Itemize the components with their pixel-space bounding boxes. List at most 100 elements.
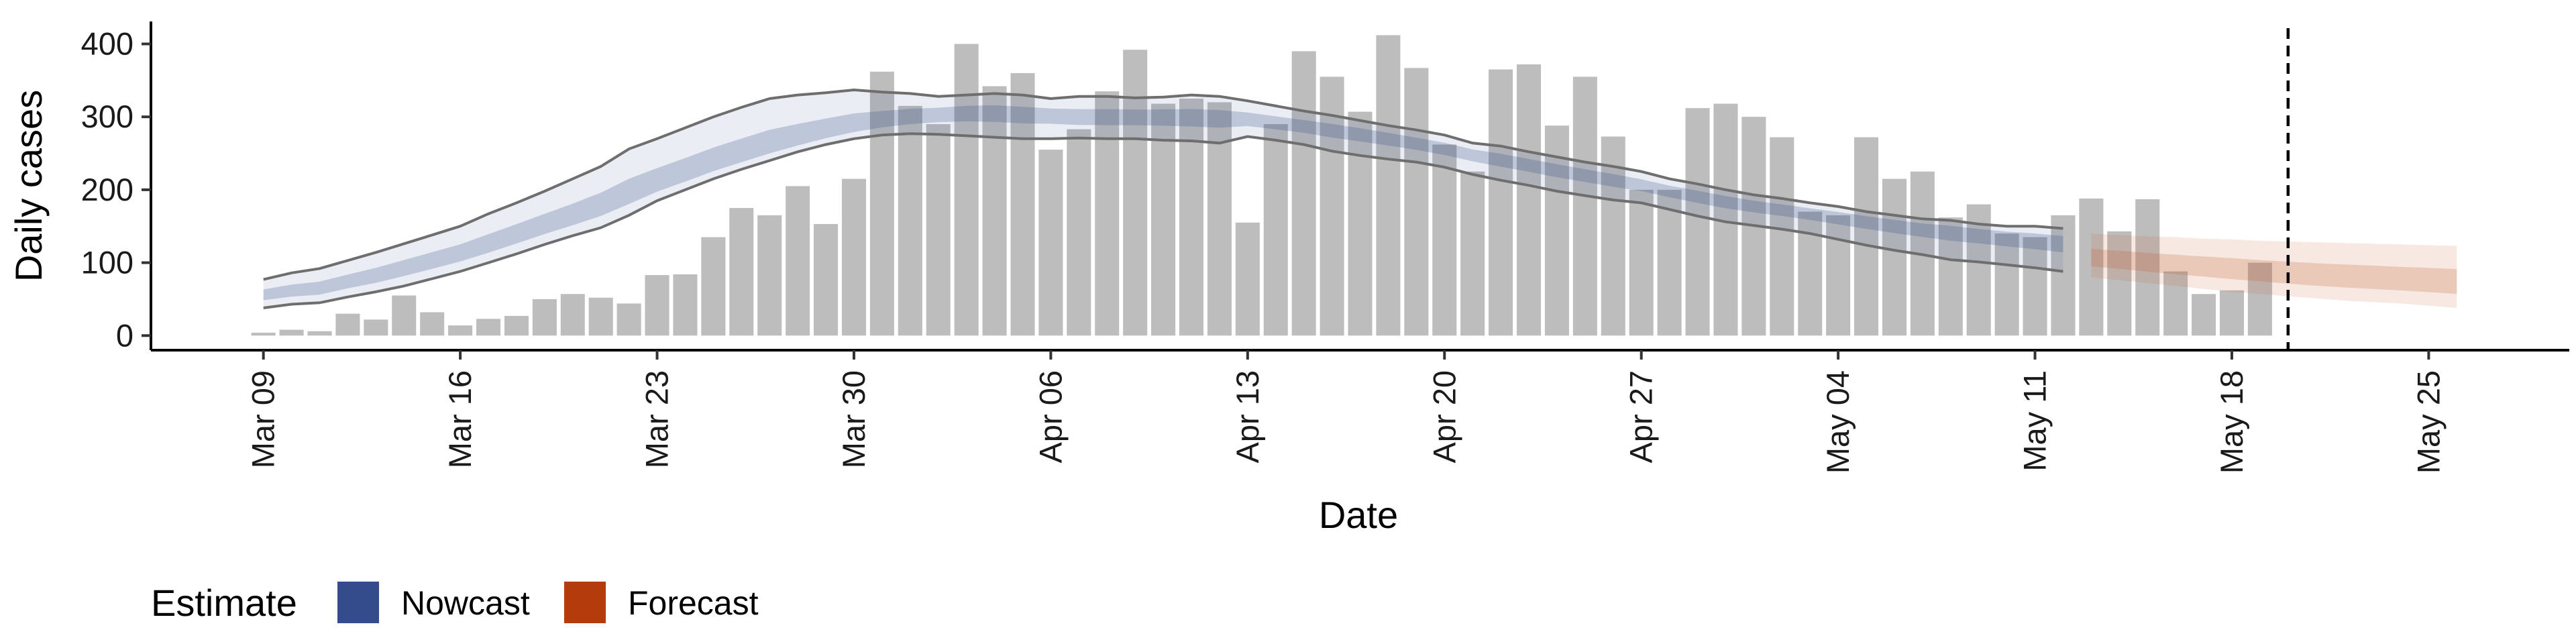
case-bar [2247,262,2272,336]
case-bar [307,331,332,336]
x-tick-label: Mar 30 [836,370,871,468]
x-tick-label: Apr 13 [1230,370,1265,463]
x-tick-label: Apr 27 [1623,370,1659,463]
y-axis-title: Daily cases [7,90,50,282]
case-bar [1348,111,1373,336]
case-bar [1320,76,1344,336]
case-bar [1095,91,1120,336]
case-bar [392,295,417,336]
case-bar [1685,108,1710,336]
case-bar [2023,237,2047,336]
case-bar [1770,137,1794,336]
case-bar [335,313,360,336]
y-tick-label: 200 [81,172,133,207]
case-bar [1966,204,1991,336]
case-bar [841,178,866,336]
case-bar [673,274,698,336]
case-bar [2219,290,2245,336]
case-bar [1038,150,1063,336]
case-bar [1432,144,1457,336]
x-tick-label: Mar 16 [442,370,478,468]
estimate-bands [263,88,2457,309]
y-tick-label: 400 [81,25,133,61]
case-bar [1291,51,1316,336]
case-bar [2163,271,2188,336]
legend: Estimate Nowcast Forecast [151,582,759,624]
case-bar [476,319,501,336]
case-bar [1123,50,1148,336]
case-bar [926,124,951,336]
y-tick-label: 300 [81,99,133,134]
case-bar [701,237,726,336]
case-bar [2192,294,2216,336]
case-bar [2079,198,2104,336]
case-bar [1404,68,1429,336]
legend-swatch-nowcast [337,582,379,623]
case-bar [251,332,276,336]
case-bar [645,275,669,336]
case-bar [420,312,445,336]
case-bar [1263,124,1288,336]
x-tick-label: May 25 [2410,370,2446,474]
case-bar [1994,233,2019,336]
x-tick-label: May 18 [2214,370,2249,474]
case-bar [786,186,810,336]
tick-labels: 0 100 200 300 400 Mar 09 Mar 16 Mar 23 Mar 30 Apr… [81,25,2447,474]
case-bar [1882,178,1907,336]
case-bar [1657,189,1682,336]
case-bar [448,325,473,336]
nowcast-upper-line [263,88,2063,281]
case-bar [757,215,782,336]
case-bar [616,303,641,336]
case-bar [2107,231,2132,336]
case-bar [1938,217,1963,336]
case-bar [588,297,613,336]
y-tick-label: 0 [116,317,133,353]
case-bar [954,44,979,336]
x-tick-label: Mar 09 [246,370,281,468]
case-bar [1151,103,1176,336]
case-bar [560,294,585,336]
case-bar [898,105,922,336]
x-tick-label: May 04 [1820,370,1856,474]
case-bar [1854,137,1879,336]
case-bar [814,223,839,336]
case-bar [2135,199,2160,336]
reported-cases-bars [251,35,2272,336]
case-bar [1629,189,1654,336]
legend-swatch-forecast [564,582,606,623]
axes [142,21,2569,360]
nowcast-lower-line [263,132,2063,309]
case-bar [1010,72,1035,336]
y-tick-label: 100 [81,245,133,280]
case-bar [504,315,529,336]
case-bar [1179,99,1204,336]
case-bar [1460,171,1485,336]
case-bar [1601,136,1625,336]
case-bar [729,208,754,336]
x-tick-label: Mar 23 [639,370,675,468]
case-bar [279,329,304,336]
legend-label-nowcast: Nowcast [401,584,530,622]
case-bar [532,299,557,336]
nowcast-outer-band [263,90,2063,308]
case-bar [1067,129,1091,336]
case-bar [364,319,388,336]
x-axis-title: Date [1319,494,1398,536]
case-bar [1826,215,1851,336]
case-bar [2051,215,2076,336]
case-bar [1235,222,1260,336]
case-bar [1544,125,1569,336]
x-tick-label: Apr 20 [1426,370,1462,463]
nowcast-inner-band [263,105,2063,301]
x-tick-label: May 11 [2017,370,2053,472]
case-bar [1572,76,1597,336]
x-tick-label: Apr 06 [1032,370,1068,463]
legend-label-forecast: Forecast [628,584,759,622]
case-bar [869,71,894,336]
legend-title: Estimate [151,582,297,624]
case-bar [1489,69,1513,336]
case-bar [982,86,1007,336]
forecast-outer-band [2091,233,2457,308]
